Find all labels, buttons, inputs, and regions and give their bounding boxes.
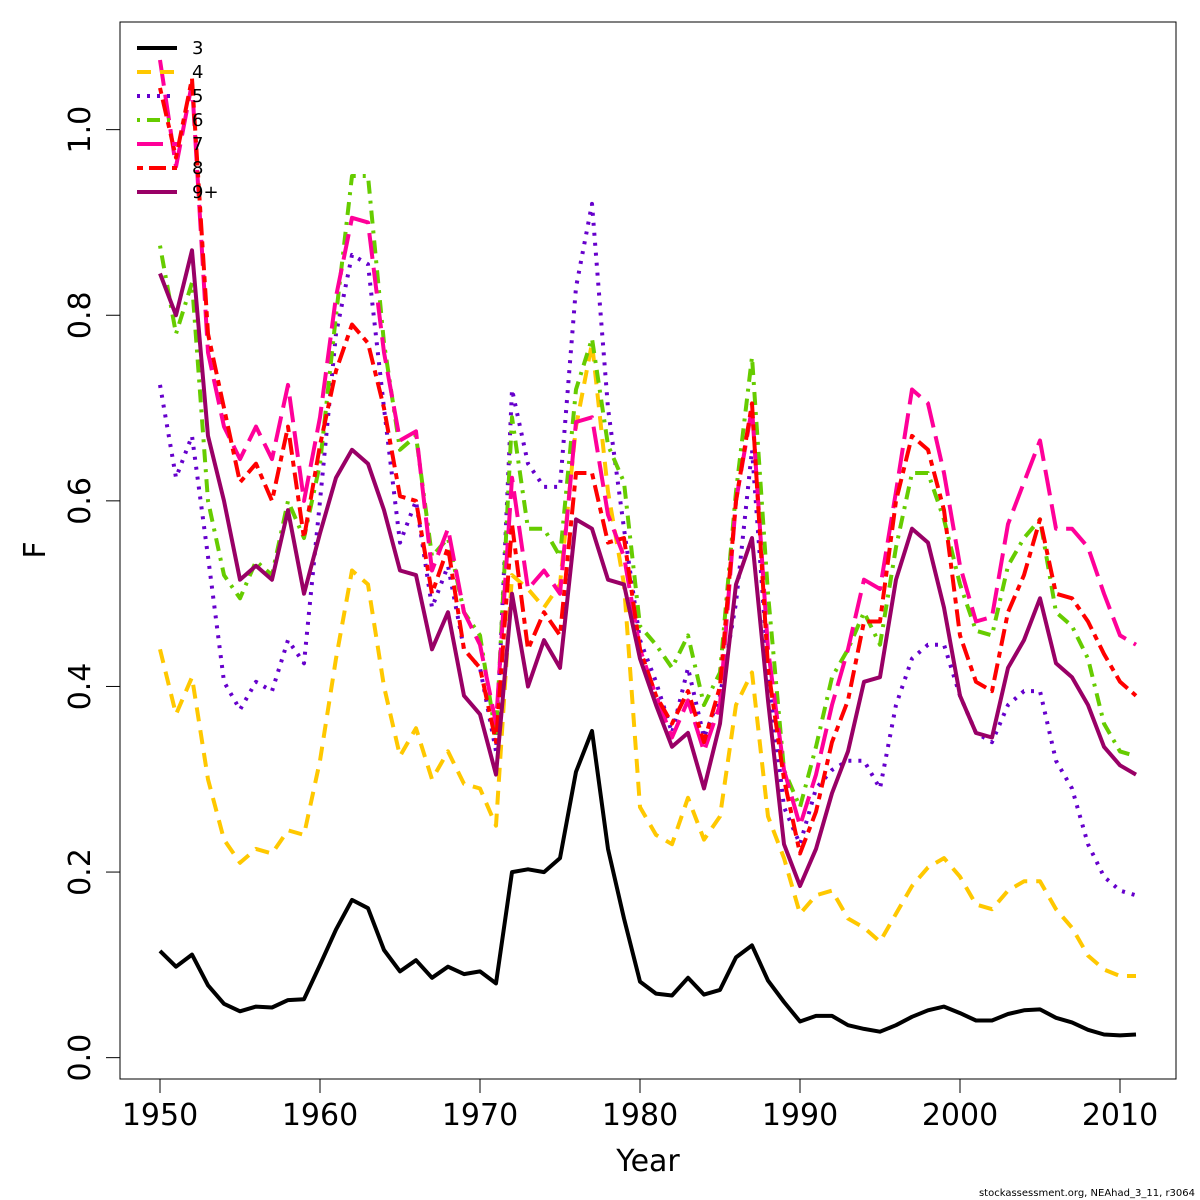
series-line-6	[158, 174, 1137, 810]
x-axis-title: Year	[615, 1144, 680, 1179]
legend: 3 4 5 6 7 8 9+	[137, 38, 219, 203]
x-tick-label: 1990	[762, 1098, 838, 1133]
series-line-5	[158, 201, 1137, 898]
y-axis: 0.0 0.2 0.4 0.6 0.8 1.0	[63, 106, 121, 1082]
legend-label: 7	[192, 134, 203, 155]
legend-label: 9+	[192, 182, 219, 203]
footer-credit: stockassessment.org, NEAhad_3_11, r3064	[979, 1188, 1195, 1199]
x-tick-label: 1960	[282, 1098, 358, 1133]
series-line-3	[158, 729, 1137, 1038]
series-line-9plus	[158, 248, 1138, 888]
x-tick-label: 1950	[122, 1098, 198, 1133]
series-layer	[158, 59, 1138, 1038]
x-tick-label: 1970	[442, 1098, 518, 1133]
y-tick-label: 0.2	[63, 848, 98, 896]
legend-label: 4	[192, 62, 203, 83]
series-line-7	[158, 59, 1138, 828]
x-tick-label: 2010	[1082, 1098, 1158, 1133]
x-axis: 1950 1960 1970 1980 1990 2000 2010	[122, 1078, 1158, 1133]
y-axis-title: F	[18, 541, 53, 558]
x-tick-label: 1980	[602, 1098, 678, 1133]
legend-label: 6	[192, 110, 203, 131]
y-tick-label: 1.0	[63, 106, 98, 154]
x-tick-label: 2000	[922, 1098, 998, 1133]
legend-label: 5	[192, 86, 203, 107]
y-tick-label: 0.4	[63, 663, 98, 711]
legend-label: 3	[192, 38, 203, 59]
legend-label: 8	[192, 158, 203, 179]
series-line-8	[158, 76, 1138, 856]
y-tick-label: 0.0	[63, 1034, 98, 1082]
y-tick-label: 0.6	[63, 477, 98, 525]
y-tick-label: 0.8	[63, 291, 98, 339]
